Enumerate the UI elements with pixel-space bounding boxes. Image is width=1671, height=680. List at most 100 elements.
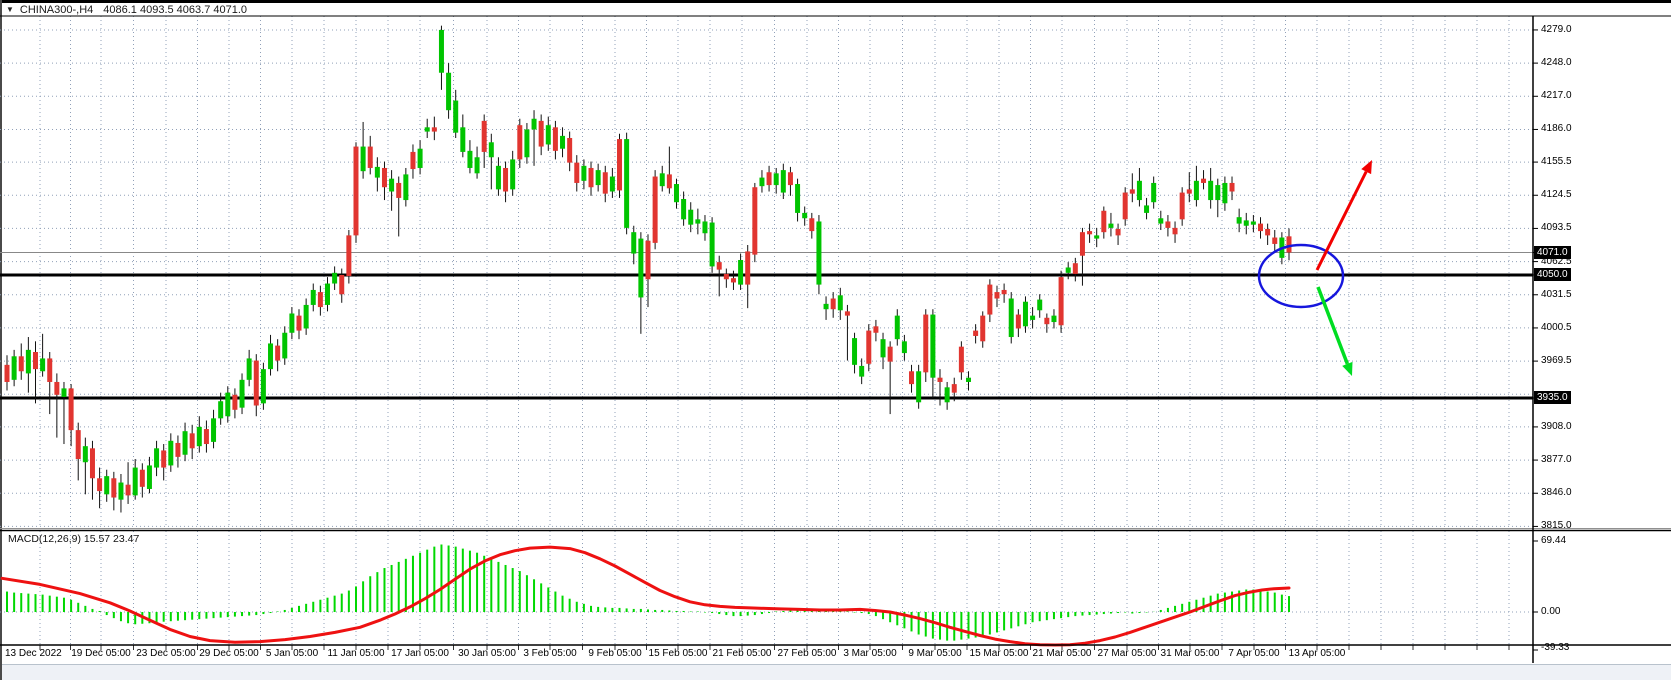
candle: [175, 442, 181, 457]
candle: [410, 151, 416, 170]
candle: [1250, 221, 1256, 225]
candle: [1201, 178, 1207, 183]
candle: [474, 157, 480, 174]
candle: [32, 352, 38, 370]
candle: [1058, 277, 1064, 326]
candle: [631, 232, 637, 254]
candle: [745, 251, 751, 285]
candle: [324, 283, 330, 305]
candle: [1001, 289, 1007, 295]
candle: [1158, 218, 1164, 224]
candle: [1229, 182, 1235, 192]
candle: [581, 165, 587, 181]
candle: [1136, 180, 1142, 201]
candle: [894, 315, 900, 340]
candle: [666, 174, 672, 189]
candle: [1072, 263, 1078, 274]
candle: [1079, 232, 1085, 256]
window-top-border: [0, 0, 1671, 3]
candle: [809, 218, 815, 232]
candle: [488, 142, 494, 158]
candle: [47, 358, 53, 382]
candle: [438, 29, 444, 73]
candle: [609, 176, 615, 192]
candle: [1151, 182, 1157, 203]
candle: [937, 377, 943, 382]
candle: [481, 120, 487, 152]
symbol-dropdown-icon[interactable]: ▼: [6, 5, 14, 14]
candle: [1165, 221, 1171, 228]
candle: [1243, 220, 1249, 226]
candle: [1037, 299, 1043, 311]
candle: [317, 292, 323, 308]
candle: [417, 148, 423, 168]
candle: [987, 284, 993, 315]
bearish-scenario-arrow[interactable]: [1316, 286, 1349, 365]
candle: [880, 339, 886, 358]
candle: [1022, 301, 1028, 327]
candle: [339, 274, 345, 295]
candle: [97, 478, 103, 492]
candle: [752, 187, 758, 255]
candle: [1008, 298, 1014, 338]
candle: [1108, 223, 1114, 228]
candle: [545, 125, 551, 145]
candle: [681, 199, 687, 220]
candle: [759, 177, 765, 187]
candle: [1094, 235, 1100, 239]
candle: [1087, 231, 1093, 235]
candle: [289, 313, 295, 333]
candle: [716, 262, 722, 270]
candle: [75, 430, 81, 460]
candle: [916, 371, 922, 403]
candle: [802, 212, 808, 219]
candle: [225, 392, 231, 417]
candle: [146, 465, 152, 489]
candle: [182, 431, 188, 455]
candle: [1115, 228, 1121, 236]
levels-layer: [0, 252, 1533, 400]
candle: [82, 446, 88, 463]
candle: [645, 240, 651, 280]
macd-indicator-label: MACD(12,26,9) 15.57 23.47: [8, 533, 140, 545]
symbol-timeframe-label: CHINA300-,H4: [19, 4, 94, 16]
candle: [139, 469, 145, 487]
grid-layer: [0, 16, 1533, 650]
bullish-scenario-arrow[interactable]: [1315, 170, 1368, 271]
candle: [4, 364, 10, 382]
candle: [1044, 317, 1050, 325]
candle: [367, 146, 373, 168]
candle: [1215, 185, 1221, 201]
candle: [54, 381, 60, 395]
candle: [567, 138, 573, 163]
candle: [1193, 180, 1199, 201]
candle: [40, 358, 46, 372]
candle: [1258, 223, 1264, 232]
bearish-scenario-arrow-head: [1342, 361, 1353, 376]
candle: [296, 315, 302, 331]
candle: [702, 221, 708, 234]
candle: [396, 182, 402, 198]
trade-zone-ellipse[interactable]: [1257, 243, 1345, 309]
candle: [25, 349, 31, 374]
candle: [780, 170, 786, 193]
candle: [460, 127, 466, 152]
candle: [18, 356, 24, 372]
candle: [617, 139, 623, 191]
candle: [837, 295, 843, 311]
candle: [332, 272, 338, 284]
candle: [61, 388, 67, 397]
candle: [994, 292, 1000, 299]
candle: [346, 235, 352, 277]
candle: [673, 184, 679, 203]
candle: [1051, 315, 1057, 323]
candle: [844, 311, 850, 316]
chart-header: ▼ CHINA300-,H4 4086.1 4093.5 4063.7 4071.0: [6, 4, 247, 16]
candle: [1186, 189, 1192, 194]
candle: [431, 127, 437, 132]
candle: [1101, 210, 1107, 233]
candle: [958, 346, 964, 373]
candle: [852, 338, 858, 365]
